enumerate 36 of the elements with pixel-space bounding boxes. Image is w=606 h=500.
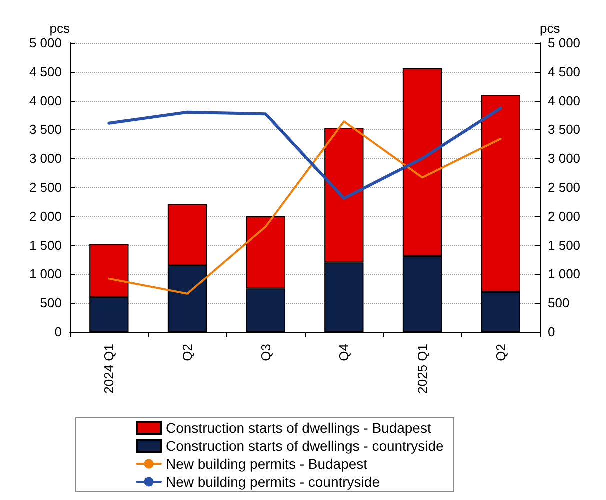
y-tick-label: 500 — [40, 296, 62, 311]
y2-tick-label: 1 500 — [548, 238, 581, 253]
line-series — [108, 106, 502, 200]
y-tick-label: 3 500 — [29, 122, 62, 138]
y-axis-title: pcs — [50, 21, 70, 36]
y2-tick-label: 5 000 — [548, 36, 581, 50]
legend-label: New building permits - Budapest — [166, 456, 368, 472]
y-tick-label: 2 000 — [29, 208, 62, 224]
x-tick-label: 2024 Q1 — [102, 344, 117, 394]
legend-label: Construction starts of dwellings - Budapest — [166, 420, 432, 436]
legend-label: Construction starts of dwellings - countryside — [166, 438, 444, 454]
x-tick-label: Q3 — [258, 344, 274, 362]
line-series — [108, 120, 502, 295]
y2-tick-label: 4 000 — [548, 93, 581, 108]
x-tick-label: 2025 Q1 — [415, 344, 430, 394]
y2-tick-label: 1 000 — [548, 266, 581, 282]
y2-tick-label: 0 — [548, 324, 556, 340]
y-tick-label: 4 000 — [29, 93, 62, 108]
y2-tick-label: 500 — [548, 296, 570, 311]
y-tick-label: 3 000 — [29, 151, 62, 166]
y2-tick-label: 3 500 — [548, 122, 581, 138]
y-tick-label: 5 000 — [29, 36, 62, 50]
y2-tick-label: 2 500 — [548, 180, 581, 195]
x-tick-label: Q2 — [493, 344, 508, 362]
y2-tick-label: 2 000 — [548, 208, 581, 224]
y-tick-label: 4 500 — [29, 64, 62, 80]
y-tick-label: 0 — [54, 324, 62, 340]
x-tick-label: Q2 — [180, 344, 195, 362]
y-tick-label: 1 000 — [29, 266, 62, 282]
y-tick-label: 1 500 — [29, 238, 62, 253]
y2-tick-label: 4 500 — [548, 64, 581, 80]
y-tick-label: 2 500 — [29, 180, 62, 195]
x-tick-label: Q4 — [336, 344, 352, 362]
y2-tick-label: 3 000 — [548, 151, 581, 166]
y2-axis-title: pcs — [540, 21, 561, 36]
legend-label: New building permits - countryside — [166, 474, 380, 490]
